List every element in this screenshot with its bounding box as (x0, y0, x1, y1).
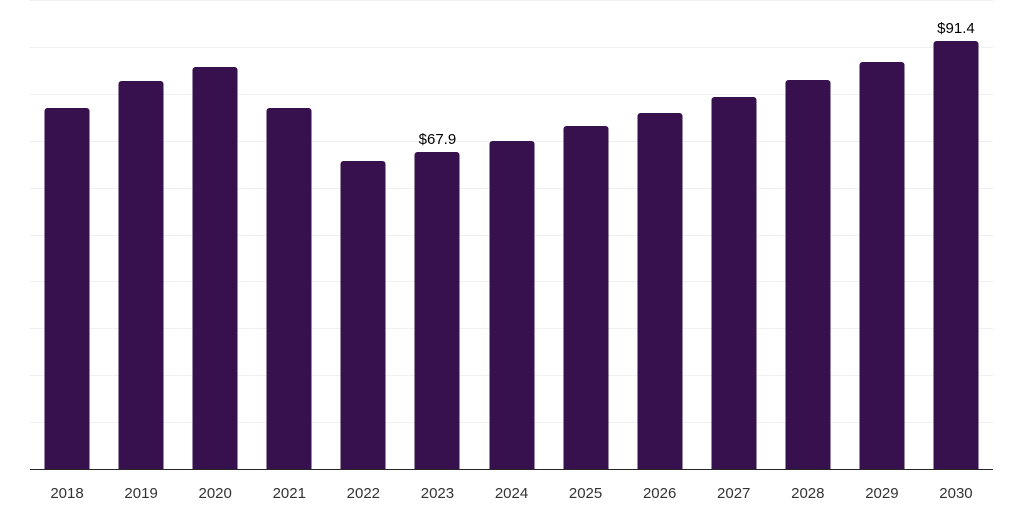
gridline (30, 0, 993, 1)
x-tick-label-2024: 2024 (494, 485, 529, 502)
x-tick-label-2028: 2028 (791, 485, 825, 502)
bar-2023[interactable] (414, 151, 460, 470)
bar-2018[interactable] (44, 107, 90, 470)
x-axis-labels: 2018 2019 2020 2021 2022 2023 2024 2025 2026 2027… (30, 486, 993, 504)
gridline (30, 46, 993, 48)
bar-2030[interactable] (933, 41, 979, 470)
x-tick-label-2018: 2018 (50, 485, 84, 502)
x-tick-label-2020: 2020 (198, 485, 232, 502)
bar-2027[interactable] (711, 97, 757, 470)
x-tick-label-2021: 2021 (272, 485, 306, 502)
x-tick-label-2027: 2027 (717, 485, 751, 502)
bar-2021[interactable] (266, 107, 312, 470)
x-tick-label-2030: 2030 (939, 485, 973, 502)
x-tick-label-2022: 2022 (346, 485, 381, 502)
bar-2028[interactable] (785, 79, 831, 470)
bar-value-label-2030: $91.4 (937, 20, 975, 38)
bar-value-label-2023: $67.9 (418, 130, 457, 148)
bar-2020[interactable] (192, 67, 238, 470)
bar-2019[interactable] (118, 81, 164, 470)
bar-2029[interactable] (859, 61, 905, 470)
x-tick-label-2023: 2023 (420, 485, 455, 502)
gridline (30, 93, 993, 95)
x-tick-label-2029: 2029 (865, 485, 899, 502)
bar-2022[interactable] (340, 160, 386, 470)
plot-area: $67.9 $91.4 (30, 0, 993, 470)
bar-2024[interactable] (489, 140, 534, 470)
x-axis-line (30, 469, 993, 470)
bar-2025[interactable] (563, 125, 609, 470)
bar-2026[interactable] (637, 112, 683, 470)
x-tick-label-2019: 2019 (124, 485, 158, 502)
x-tick-label-2026: 2026 (642, 485, 677, 502)
x-tick-label-2025: 2025 (568, 485, 603, 502)
